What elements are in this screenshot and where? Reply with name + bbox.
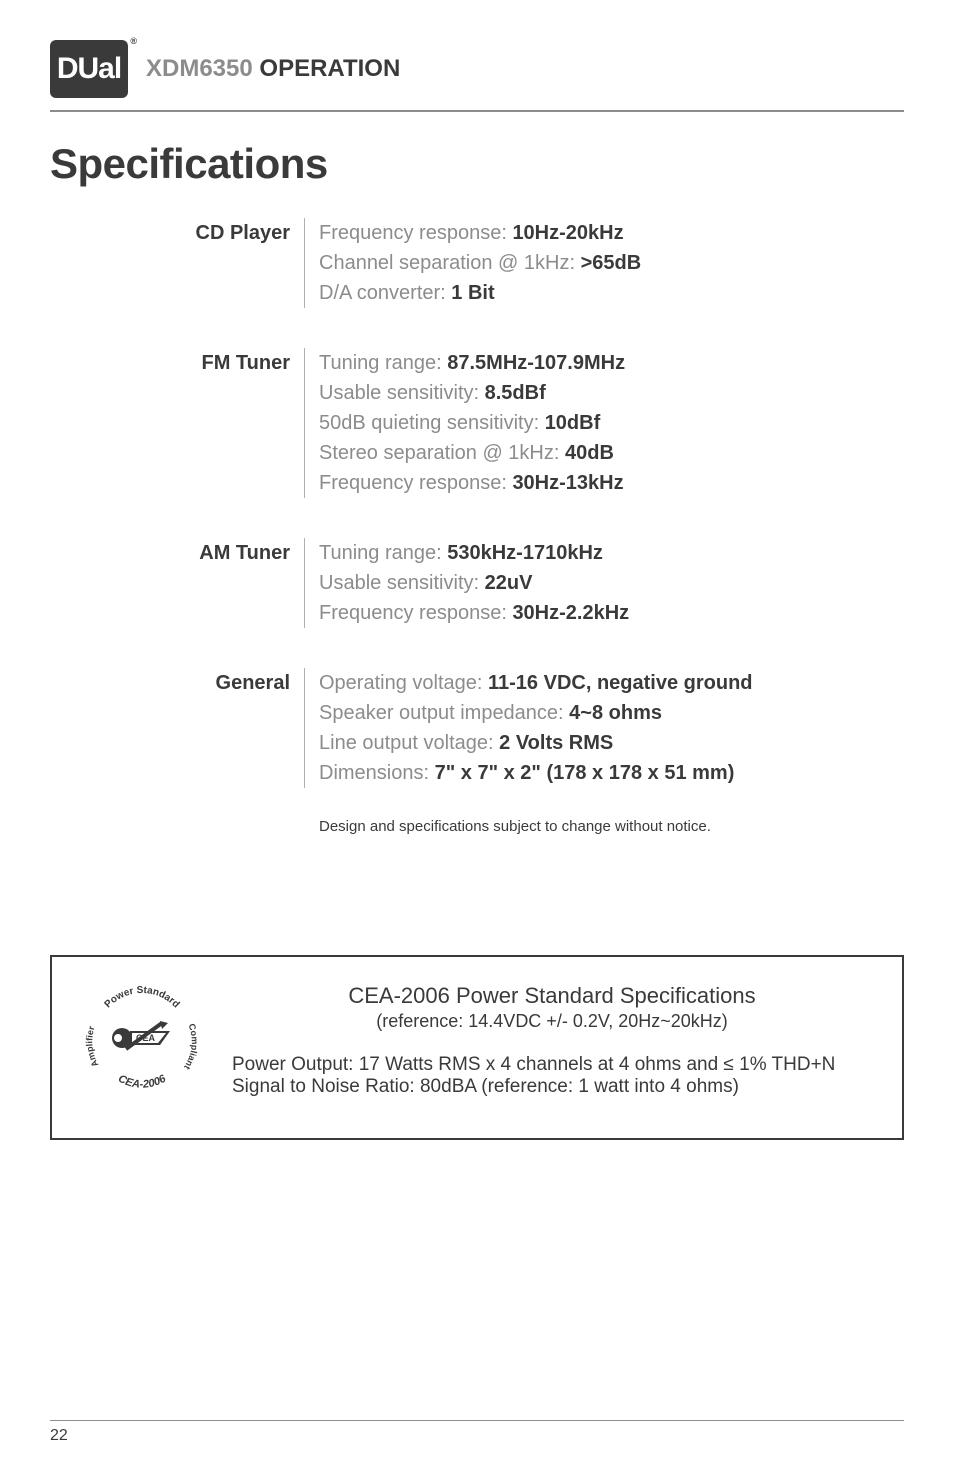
page-number: 22	[50, 1427, 904, 1445]
spec-key: Tuning range:	[319, 542, 447, 564]
spec-row: General Operating voltage: 11-16 VDC, neg…	[50, 668, 904, 788]
spec-value: 530kHz-1710kHz	[447, 542, 603, 564]
spec-value: 10dBf	[545, 412, 601, 434]
spec-body: Tuning range: 530kHz-1710kHzUsable sensi…	[305, 538, 629, 628]
spec-line: Channel separation @ 1kHz: >65dB	[319, 248, 641, 278]
spec-value: 7" x 7" x 2" (178 x 178 x 51 mm)	[435, 762, 735, 784]
spec-line: Operating voltage: 11-16 VDC, negative g…	[319, 668, 753, 698]
spec-value: 30Hz-2.2kHz	[512, 602, 629, 624]
spec-line: Speaker output impedance: 4~8 ohms	[319, 698, 753, 728]
spec-line: Line output voltage: 2 Volts RMS	[319, 728, 753, 758]
spec-label: CD Player	[50, 218, 305, 308]
spec-line: Tuning range: 530kHz-1710kHz	[319, 538, 629, 568]
spec-line: Dimensions: 7" x 7" x 2" (178 x 178 x 51…	[319, 758, 753, 788]
spec-body: Frequency response: 10Hz-20kHzChannel se…	[305, 218, 641, 308]
cea-text: CEA-2006 Power Standard Specifications (…	[232, 983, 872, 1098]
logo: DUal ®	[50, 40, 128, 98]
svg-text:Power Standard: Power Standard	[103, 985, 182, 1010]
spec-key: Line output voltage:	[319, 732, 499, 754]
footer-rule	[50, 1420, 904, 1421]
cea-subtitle: (reference: 14.4VDC +/- 0.2V, 20Hz~20kHz…	[232, 1011, 872, 1032]
cea-box: Power Standard Amplifier Compliant CEA-2…	[50, 955, 904, 1140]
footer: 22	[50, 1420, 904, 1445]
spec-value: >65dB	[581, 252, 642, 274]
spec-label: AM Tuner	[50, 538, 305, 628]
logo-text: DUal	[57, 52, 121, 86]
spec-key: Dimensions:	[319, 762, 435, 784]
spec-row: CD PlayerFrequency response: 10Hz-20kHzC…	[50, 218, 904, 308]
logo-mark: DUal ®	[50, 40, 128, 98]
spec-key: Usable sensitivity:	[319, 382, 485, 404]
spec-line: D/A converter: 1 Bit	[319, 278, 641, 308]
spec-value: 10Hz-20kHz	[512, 222, 623, 244]
registered-mark: ®	[130, 36, 136, 46]
spec-line: Frequency response: 30Hz-2.2kHz	[319, 598, 629, 628]
badge-left-text: Amplifier	[84, 1024, 100, 1068]
spec-value: 2 Volts RMS	[499, 732, 613, 754]
spec-row: AM TunerTuning range: 530kHz-1710kHzUsab…	[50, 538, 904, 628]
spec-value: 8.5dBf	[485, 382, 546, 404]
spec-line: Stereo separation @ 1kHz: 40dB	[319, 438, 625, 468]
badge-top-text: Power Standard	[103, 985, 182, 1010]
cea-line2: Signal to Noise Ratio: 80dBA (reference:…	[232, 1076, 872, 1098]
svg-text:CEA-2006: CEA-2006	[116, 1072, 169, 1091]
operation-label: OPERATION	[259, 55, 400, 82]
model-code: XDM6350	[146, 55, 253, 82]
badge-bottom-text: CEA-2006	[116, 1072, 169, 1091]
spec-value: 87.5MHz-107.9MHz	[447, 352, 625, 374]
spec-value: 30Hz-13kHz	[512, 472, 623, 494]
spec-key: Channel separation @ 1kHz:	[319, 252, 581, 274]
page-title: Specifications	[50, 140, 904, 188]
spec-value: 40dB	[565, 442, 614, 464]
spec-key: Frequency response:	[319, 472, 512, 494]
spec-key: Stereo separation @ 1kHz:	[319, 442, 565, 464]
spec-value: 11-16 VDC, negative ground	[488, 672, 753, 694]
cea-title: CEA-2006 Power Standard Specifications	[232, 983, 872, 1009]
spec-line: Usable sensitivity: 22uV	[319, 568, 629, 598]
spec-key: 50dB quieting sensitivity:	[319, 412, 545, 434]
spec-key: Speaker output impedance:	[319, 702, 569, 724]
spec-label: General	[50, 668, 305, 788]
spec-line: Frequency response: 10Hz-20kHz	[319, 218, 641, 248]
header-rule	[50, 110, 904, 112]
spec-label: FM Tuner	[50, 348, 305, 498]
spec-row: FM TunerTuning range: 87.5MHz-107.9MHzUs…	[50, 348, 904, 498]
spec-value: 4~8 ohms	[569, 702, 662, 724]
cea-badge: Power Standard Amplifier Compliant CEA-2…	[82, 983, 202, 1093]
change-notice: Design and specifications subject to cha…	[50, 818, 904, 835]
model-title: XDM6350 OPERATION	[146, 55, 400, 83]
spec-key: Operating voltage:	[319, 672, 488, 694]
spec-line: Usable sensitivity: 8.5dBf	[319, 378, 625, 408]
spec-line: Tuning range: 87.5MHz-107.9MHz	[319, 348, 625, 378]
cea-line1: Power Output: 17 Watts RMS x 4 channels …	[232, 1054, 872, 1076]
spec-line: 50dB quieting sensitivity: 10dBf	[319, 408, 625, 438]
spec-key: Tuning range:	[319, 352, 447, 374]
spec-line: Frequency response: 30Hz-13kHz	[319, 468, 625, 498]
spec-body: Tuning range: 87.5MHz-107.9MHzUsable sen…	[305, 348, 625, 498]
badge-right-text: Compliant	[182, 1022, 200, 1071]
svg-text:Amplifier: Amplifier	[84, 1024, 100, 1068]
spec-value: 1 Bit	[451, 282, 494, 304]
spec-key: Frequency response:	[319, 222, 512, 244]
spec-value: 22uV	[485, 572, 533, 594]
spec-key: Frequency response:	[319, 602, 512, 624]
specs-container: CD PlayerFrequency response: 10Hz-20kHzC…	[50, 218, 904, 788]
spec-key: D/A converter:	[319, 282, 451, 304]
spec-key: Usable sensitivity:	[319, 572, 485, 594]
header: DUal ® XDM6350 OPERATION	[50, 40, 904, 98]
svg-text:Compliant: Compliant	[182, 1022, 200, 1071]
spec-body: Operating voltage: 11-16 VDC, negative g…	[305, 668, 753, 788]
